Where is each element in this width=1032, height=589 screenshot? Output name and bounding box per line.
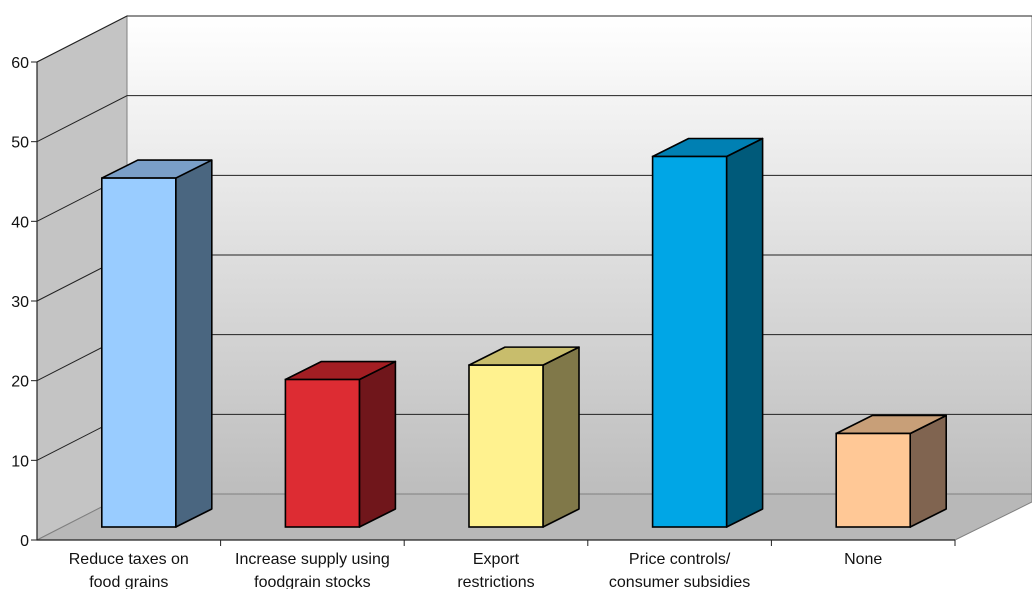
y-tick-label: 50 [11,135,29,152]
y-tick-label: 40 [11,214,29,231]
bar-front [835,432,912,528]
x-axis-labels: Reduce taxes on food grains Increase suppl… [69,540,956,589]
x-tick-label: Export restrictions [457,551,534,589]
y-tick-label: 0 [20,533,29,550]
x-tick-label: Reduce taxes on food grains [69,551,189,589]
bar-front [101,177,177,528]
x-tick-label-line: restrictions [457,574,534,589]
y-tick-label: 20 [11,374,29,391]
x-tick-label-line: Reduce taxes on [69,551,189,568]
bar [835,414,948,528]
bar [651,137,764,528]
y-tick-label: 60 [11,55,29,72]
bar [101,159,213,528]
x-tick-label: Price controls/consumer subsidies [609,551,750,589]
bar-side [175,159,213,528]
bar [468,346,580,528]
bars [101,137,948,528]
bar-side [358,360,397,528]
x-tick-label-line: None [844,551,882,568]
gridline [36,15,1032,63]
bar-front [651,155,728,528]
x-tick-label: Increase supply using foodgrain stocks [235,551,390,589]
bar-side [909,414,948,528]
y-tick-label: 30 [11,294,29,311]
x-tick-label-line: consumer subsidies [609,574,750,589]
bar [284,360,397,528]
x-tick-label-line: Export [473,551,520,568]
bar-front [284,378,361,528]
x-tick-label-line: food grains [89,574,168,589]
gridline [36,95,1032,143]
x-tick-label-line: Price controls/ [629,551,731,568]
bar-front [468,364,544,528]
y-tick-label: 10 [11,453,29,470]
bar-side [725,137,764,528]
x-tick-label-line: foodgrain stocks [254,574,371,589]
x-tick-label: None [844,551,882,568]
x-tick-label-line: Increase supply using [235,551,390,568]
y-axis: 0 10 20 30 40 50 60 [11,55,955,550]
bar-side [542,346,580,528]
